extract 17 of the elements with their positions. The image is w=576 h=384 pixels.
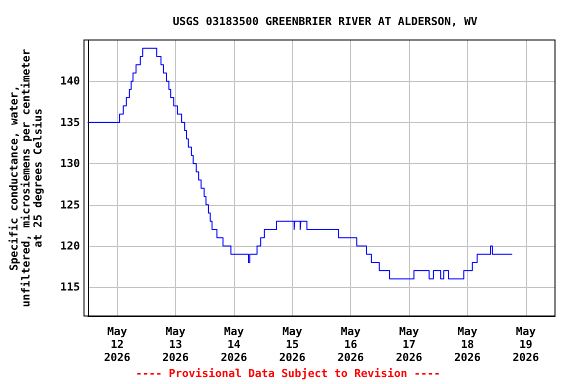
- y-tick-label: 125: [60, 198, 80, 212]
- chart-title: USGS 03183500 GREENBRIER RIVER AT ALDERSON, WV: [172, 15, 478, 28]
- x-tick-label: May 15 2026: [279, 325, 306, 364]
- x-tick-label: May 13 2026: [162, 325, 190, 364]
- x-tick-label: May 17 2026: [396, 325, 423, 364]
- y-tick-label: 135: [60, 116, 80, 129]
- x-tick-label: May 12 2026: [104, 325, 131, 364]
- x-tick-label: May 18 2026: [454, 325, 482, 364]
- y-tick-label: 115: [60, 280, 80, 294]
- x-tick-label: May 19 2026: [512, 325, 540, 364]
- text: ---- Provisional Data Subject to Revision ----: [136, 367, 440, 380]
- y-tick-label: 130: [60, 157, 80, 170]
- y-tick-label: 140: [60, 74, 80, 88]
- y-axis-title: Specific conductance, water, unfiltered, microsiemens per centimeter at 25 degrees Celsius: [8, 48, 44, 308]
- x-tick-label: May 14 2026: [220, 325, 248, 364]
- y-tick-label: 120: [60, 239, 80, 252]
- x-tick-label: May 16 2026: [337, 325, 364, 364]
